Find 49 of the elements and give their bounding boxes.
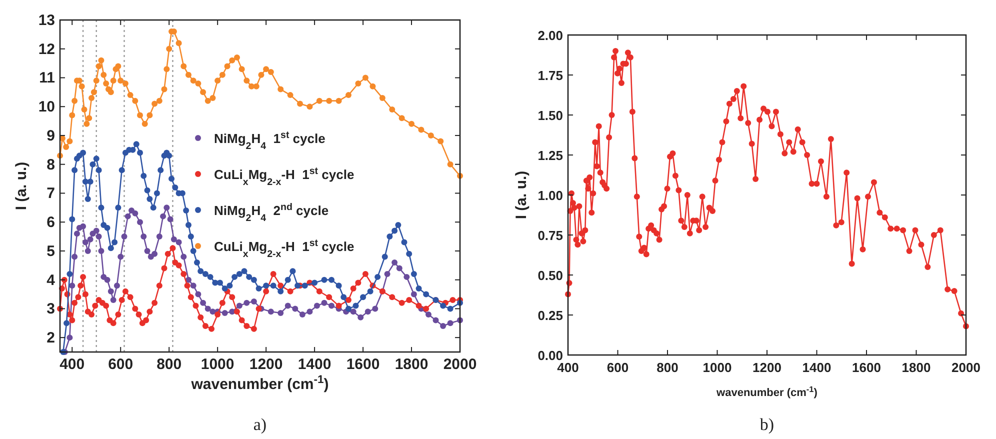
y-tick-label: 1.75: [538, 68, 563, 83]
x-tick-label: 1600: [346, 356, 380, 373]
y-tick-label: 13: [38, 12, 55, 29]
x-tick-label: 1200: [752, 360, 782, 375]
x-tick-label: 2000: [952, 360, 980, 375]
x-tick-label: 1800: [902, 360, 931, 375]
y-tick-label: 1.50: [538, 108, 563, 123]
x-tick-label: 1800: [394, 356, 428, 373]
x-tick-label: 1000: [702, 360, 732, 375]
x-tick-label: 600: [108, 356, 134, 373]
x-tick-label: 800: [156, 356, 182, 373]
x-tick-label: 400: [557, 360, 579, 375]
y-tick-label: 0.50: [538, 268, 563, 283]
legend-label: NiMg$_{2}$H$_{4}$ 1$^{st}$ cycle: [214, 130, 326, 152]
x-tick-label: 2000: [443, 356, 477, 373]
x-tick-label: 1200: [249, 356, 283, 373]
y-tick-label: 4: [46, 272, 56, 289]
y-tick-label: 0.00: [538, 348, 563, 363]
y-tick-label: 0.25: [538, 308, 563, 323]
y-tick-label: 12: [38, 40, 55, 58]
x-tick-label: 1400: [802, 360, 832, 375]
text: b): [760, 415, 774, 434]
y-tick-label: 5: [46, 242, 55, 260]
x-axis-title: wavenumber (cm$^{-1}$): [190, 374, 329, 393]
x-axis-title: wavenumber (cm$^{-1}$): [716, 384, 818, 399]
y-tick-label: 7: [46, 185, 55, 202]
x-tick-label: 800: [656, 360, 678, 375]
legend-label: CuLi$_{x}$Mg$_{2-x}$-H 1$^{st}$ cycle: [214, 166, 354, 188]
y-axis-title: I (a. u.): [13, 162, 30, 210]
y-tick-label: 1.00: [538, 188, 563, 203]
x-tick-label: 1400: [298, 356, 332, 373]
y-tick-label: 8: [46, 156, 55, 174]
x-tick-label: 1000: [200, 356, 234, 373]
y-axis-title: I (a. u.): [513, 170, 530, 220]
y-tick-label: 10: [38, 98, 55, 116]
x-tick-label: 600: [606, 360, 629, 375]
legend-label: NiMg$_{2}$H$_{4}$ 2$^{nd}$ cycle: [214, 202, 329, 224]
y-tick-label: 6: [46, 214, 55, 232]
legend-label: CuLi$_{x}$Mg$_{2-x}$-H 1$^{st}$ cycle: [214, 238, 354, 260]
x-tick-label: 400: [60, 356, 85, 373]
y-tick-label: 1.25: [538, 148, 563, 163]
x-tick-label: 1600: [852, 360, 881, 375]
y-tick-label: 3: [46, 300, 55, 318]
y-tick-label: 2.00: [538, 28, 563, 43]
y-tick-label: 0.75: [538, 228, 563, 243]
y-tick-label: 2: [46, 330, 55, 347]
y-tick-label: 9: [46, 127, 55, 144]
text: a): [253, 415, 267, 434]
y-tick-label: 11: [39, 70, 55, 87]
